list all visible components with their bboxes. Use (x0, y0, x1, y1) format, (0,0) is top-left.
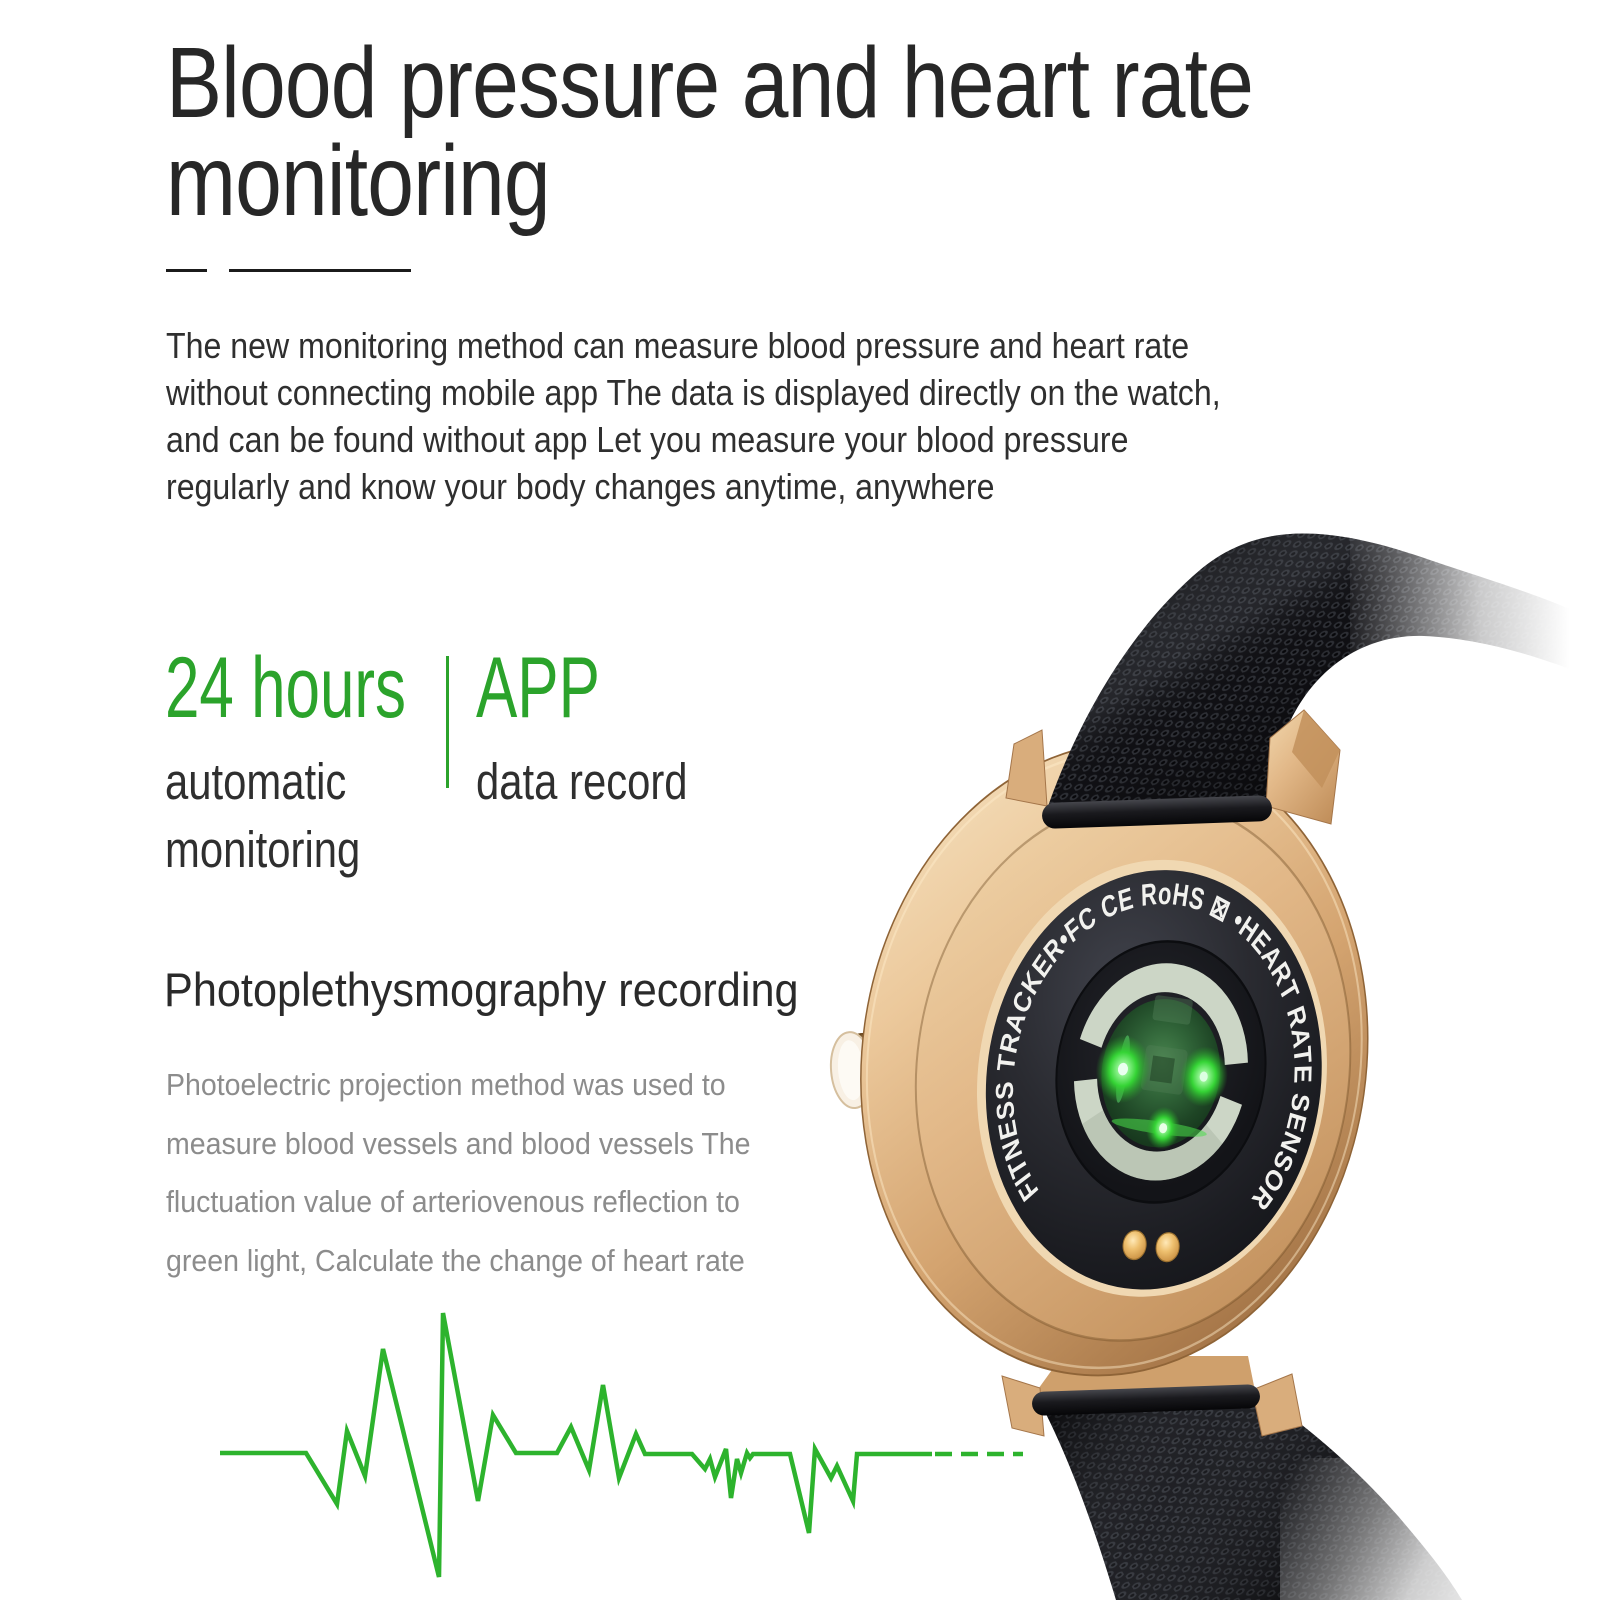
ppg-section-heading: Photoplethysmography recording (164, 963, 799, 1016)
charging-contact-dot (1155, 1232, 1180, 1263)
feature-divider-line (446, 656, 449, 788)
intro-paragraph: The new monitoring method can measure bl… (166, 322, 1364, 510)
ecg-line (220, 1312, 932, 1578)
page-title-line1: Blood pressure and heart rate (166, 27, 1254, 139)
page-title: Blood pressure and heart rate monitoring (166, 33, 1460, 231)
feature-app-headline: APP (476, 640, 600, 736)
spring-bar-top (1042, 795, 1272, 829)
heart-rate-sensor (1055, 940, 1267, 1204)
title-rule-short (166, 269, 207, 272)
watch-strap-top (1046, 518, 1600, 812)
ppg-line: measure blood vessels and blood vessels … (166, 1125, 751, 1161)
intro-line: regularly and know your body changes any… (166, 466, 995, 507)
spring-bar-bottom (1032, 1384, 1260, 1416)
watch-lugs-top (1005, 709, 1341, 825)
charging-contacts (1122, 1229, 1180, 1263)
feature-24hours-sublabel: automatic monitoring (165, 753, 361, 878)
ppg-line: fluctuation value of arteriovenous refle… (166, 1184, 740, 1219)
ppg-line: green light, Calculate the change of hea… (166, 1242, 745, 1278)
watch-case-back: FITNESS TRACKER•FC CE RoHS ⊠ •HEART RATE… (860, 741, 1369, 1377)
intro-line: and can be found without app Let you mea… (166, 419, 1129, 460)
charging-contact-dot (1122, 1229, 1147, 1261)
title-rule-long (229, 269, 411, 272)
feature-24hours-headline: 24 hours (165, 640, 406, 736)
feature-app-sublabel: data record (476, 753, 688, 810)
ppg-line: Photoelectric projection method was used… (166, 1067, 726, 1102)
ppg-section-paragraph: Photoelectric projection method was used… (166, 1056, 801, 1290)
ecg-waveform (220, 1312, 1023, 1578)
page-title-line2: monitoring (166, 125, 551, 237)
intro-line: The new monitoring method can measure bl… (166, 325, 1190, 366)
watch-strap-bottom (1040, 1394, 1600, 1600)
intro-line: without connecting mobile app The data i… (166, 372, 1221, 413)
